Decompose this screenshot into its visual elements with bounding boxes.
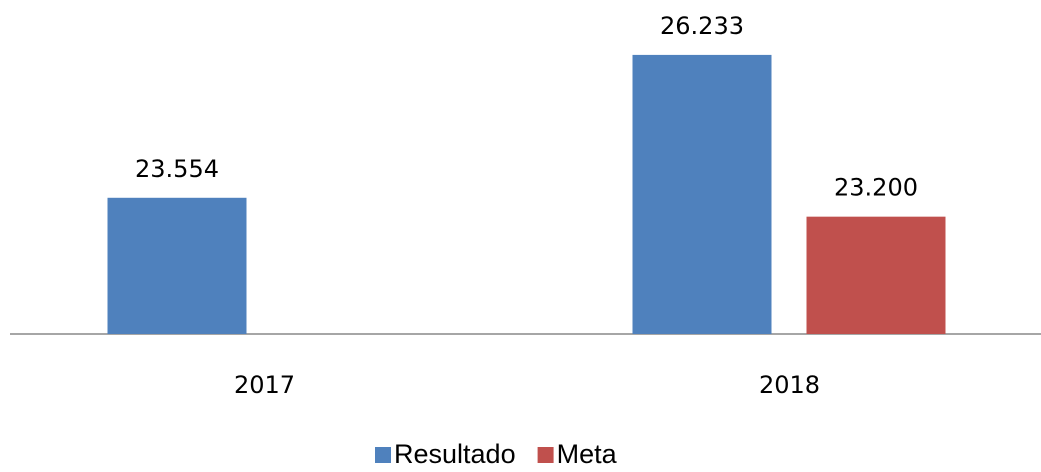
data-label: 26.233 (660, 12, 744, 40)
x-tick-label: 2018 (759, 371, 820, 399)
legend-swatch (375, 447, 391, 463)
legend-label: Meta (557, 439, 618, 469)
data-label: 23.200 (834, 174, 918, 202)
x-tick-label: 2017 (234, 371, 295, 399)
bar (107, 197, 247, 334)
bar (806, 216, 946, 334)
data-label: 23.554 (135, 155, 219, 183)
legend-label: Resultado (394, 439, 516, 469)
bar (632, 54, 772, 334)
legend-swatch (537, 447, 554, 463)
